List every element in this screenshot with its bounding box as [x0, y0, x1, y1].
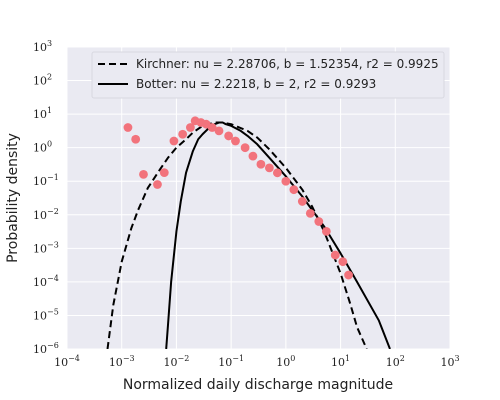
x-tick-labels: 10−4 10−3 10−2 10−1 100 101 102 103	[54, 354, 459, 369]
data-point	[264, 163, 274, 173]
legend-entry: Kirchner: nu = 2.28706, b = 1.52354, r2 …	[136, 57, 439, 71]
y-tick-label: 102	[33, 73, 52, 88]
data-point	[169, 136, 179, 146]
y-tick-label: 10−4	[33, 274, 59, 289]
data-point	[321, 226, 331, 236]
x-tick-label: 101	[331, 354, 350, 369]
data-point	[248, 151, 258, 161]
data-point	[344, 270, 353, 280]
x-axis-label: Normalized daily discharge magnitude	[123, 377, 393, 393]
data-point	[240, 143, 250, 153]
data-point	[256, 159, 266, 169]
data-point	[131, 134, 141, 144]
x-tick-label: 100	[276, 354, 295, 369]
data-point	[214, 126, 224, 136]
y-tick-label: 101	[33, 106, 52, 121]
y-tick-label: 10−6	[33, 341, 59, 356]
y-tick-label: 10−1	[33, 173, 59, 188]
data-point	[305, 208, 315, 218]
y-tick-label: 100	[33, 140, 52, 155]
data-point	[207, 123, 217, 132]
legend: Kirchner: nu = 2.28706, b = 1.52354, r2 …	[91, 51, 445, 99]
x-tick-label: 10−2	[164, 354, 190, 369]
y-tick-label: 10−2	[33, 207, 59, 222]
data-point	[289, 185, 299, 195]
data-point	[330, 250, 340, 260]
data-point	[281, 176, 291, 186]
y-tick-labels: 10−6 10−5 10−4 10−3 10−2 10−1 100 101 102 103	[33, 39, 59, 356]
y-axis-label: Probability density	[5, 133, 21, 263]
x-tick-label: 10−4	[54, 354, 80, 369]
data-point	[178, 129, 188, 139]
x-tick-label: 102	[386, 354, 405, 369]
data-point	[272, 168, 282, 178]
data-point	[153, 180, 162, 189]
data-point	[123, 123, 133, 132]
data-point	[314, 217, 324, 226]
data-point	[185, 123, 195, 132]
y-tick-label: 10−5	[33, 307, 59, 322]
legend-frame	[91, 51, 445, 99]
x-tick-label: 103	[440, 354, 459, 369]
data-point	[139, 169, 148, 179]
data-point	[159, 168, 169, 178]
data-point	[224, 131, 234, 141]
legend-entry: Botter: nu = 2.2218, b = 2, r2 = 0.9293	[136, 77, 376, 91]
y-tick-label: 103	[33, 39, 52, 54]
data-point	[297, 197, 307, 206]
data-point	[338, 257, 348, 267]
x-tick-label: 10−3	[109, 354, 135, 369]
series-layer	[106, 116, 391, 349]
x-tick-label: 10−1	[218, 354, 244, 369]
data-point	[231, 136, 240, 146]
y-tick-label: 10−3	[33, 240, 59, 255]
